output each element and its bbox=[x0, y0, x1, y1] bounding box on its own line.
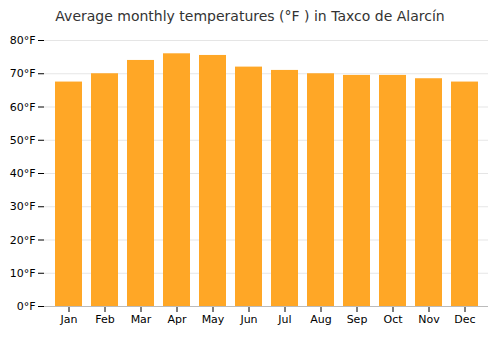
svg-text:20°F: 20°F bbox=[10, 234, 36, 247]
svg-text:May: May bbox=[202, 313, 225, 326]
svg-text:60°F: 60°F bbox=[10, 101, 36, 114]
svg-text:Aug: Aug bbox=[310, 313, 331, 326]
svg-text:30°F: 30°F bbox=[10, 200, 36, 213]
html-text:Average monthly temperatures (: Average monthly temperatures (°F ) in Ta… bbox=[55, 8, 445, 24]
svg-text:Jun: Jun bbox=[239, 313, 257, 326]
svg-text:0°F: 0°F bbox=[17, 300, 36, 313]
svg-text:Jul: Jul bbox=[277, 313, 291, 326]
svg-text:40°F: 40°F bbox=[10, 167, 36, 180]
svg-text:Nov: Nov bbox=[418, 313, 440, 326]
svg-text:70°F: 70°F bbox=[10, 67, 36, 80]
svg-text:10°F: 10°F bbox=[10, 267, 36, 280]
svg-text:Dec: Dec bbox=[454, 313, 475, 326]
svg-text:50°F: 50°F bbox=[10, 134, 36, 147]
svg-text:Oct: Oct bbox=[383, 313, 403, 326]
svg-text:Feb: Feb bbox=[95, 313, 114, 326]
svg-text:Apr: Apr bbox=[167, 313, 187, 326]
svg-text:Mar: Mar bbox=[131, 313, 152, 326]
svg-text:Sep: Sep bbox=[347, 313, 368, 326]
svg-text:Jan: Jan bbox=[60, 313, 78, 326]
svg-text:80°F: 80°F bbox=[10, 34, 36, 47]
